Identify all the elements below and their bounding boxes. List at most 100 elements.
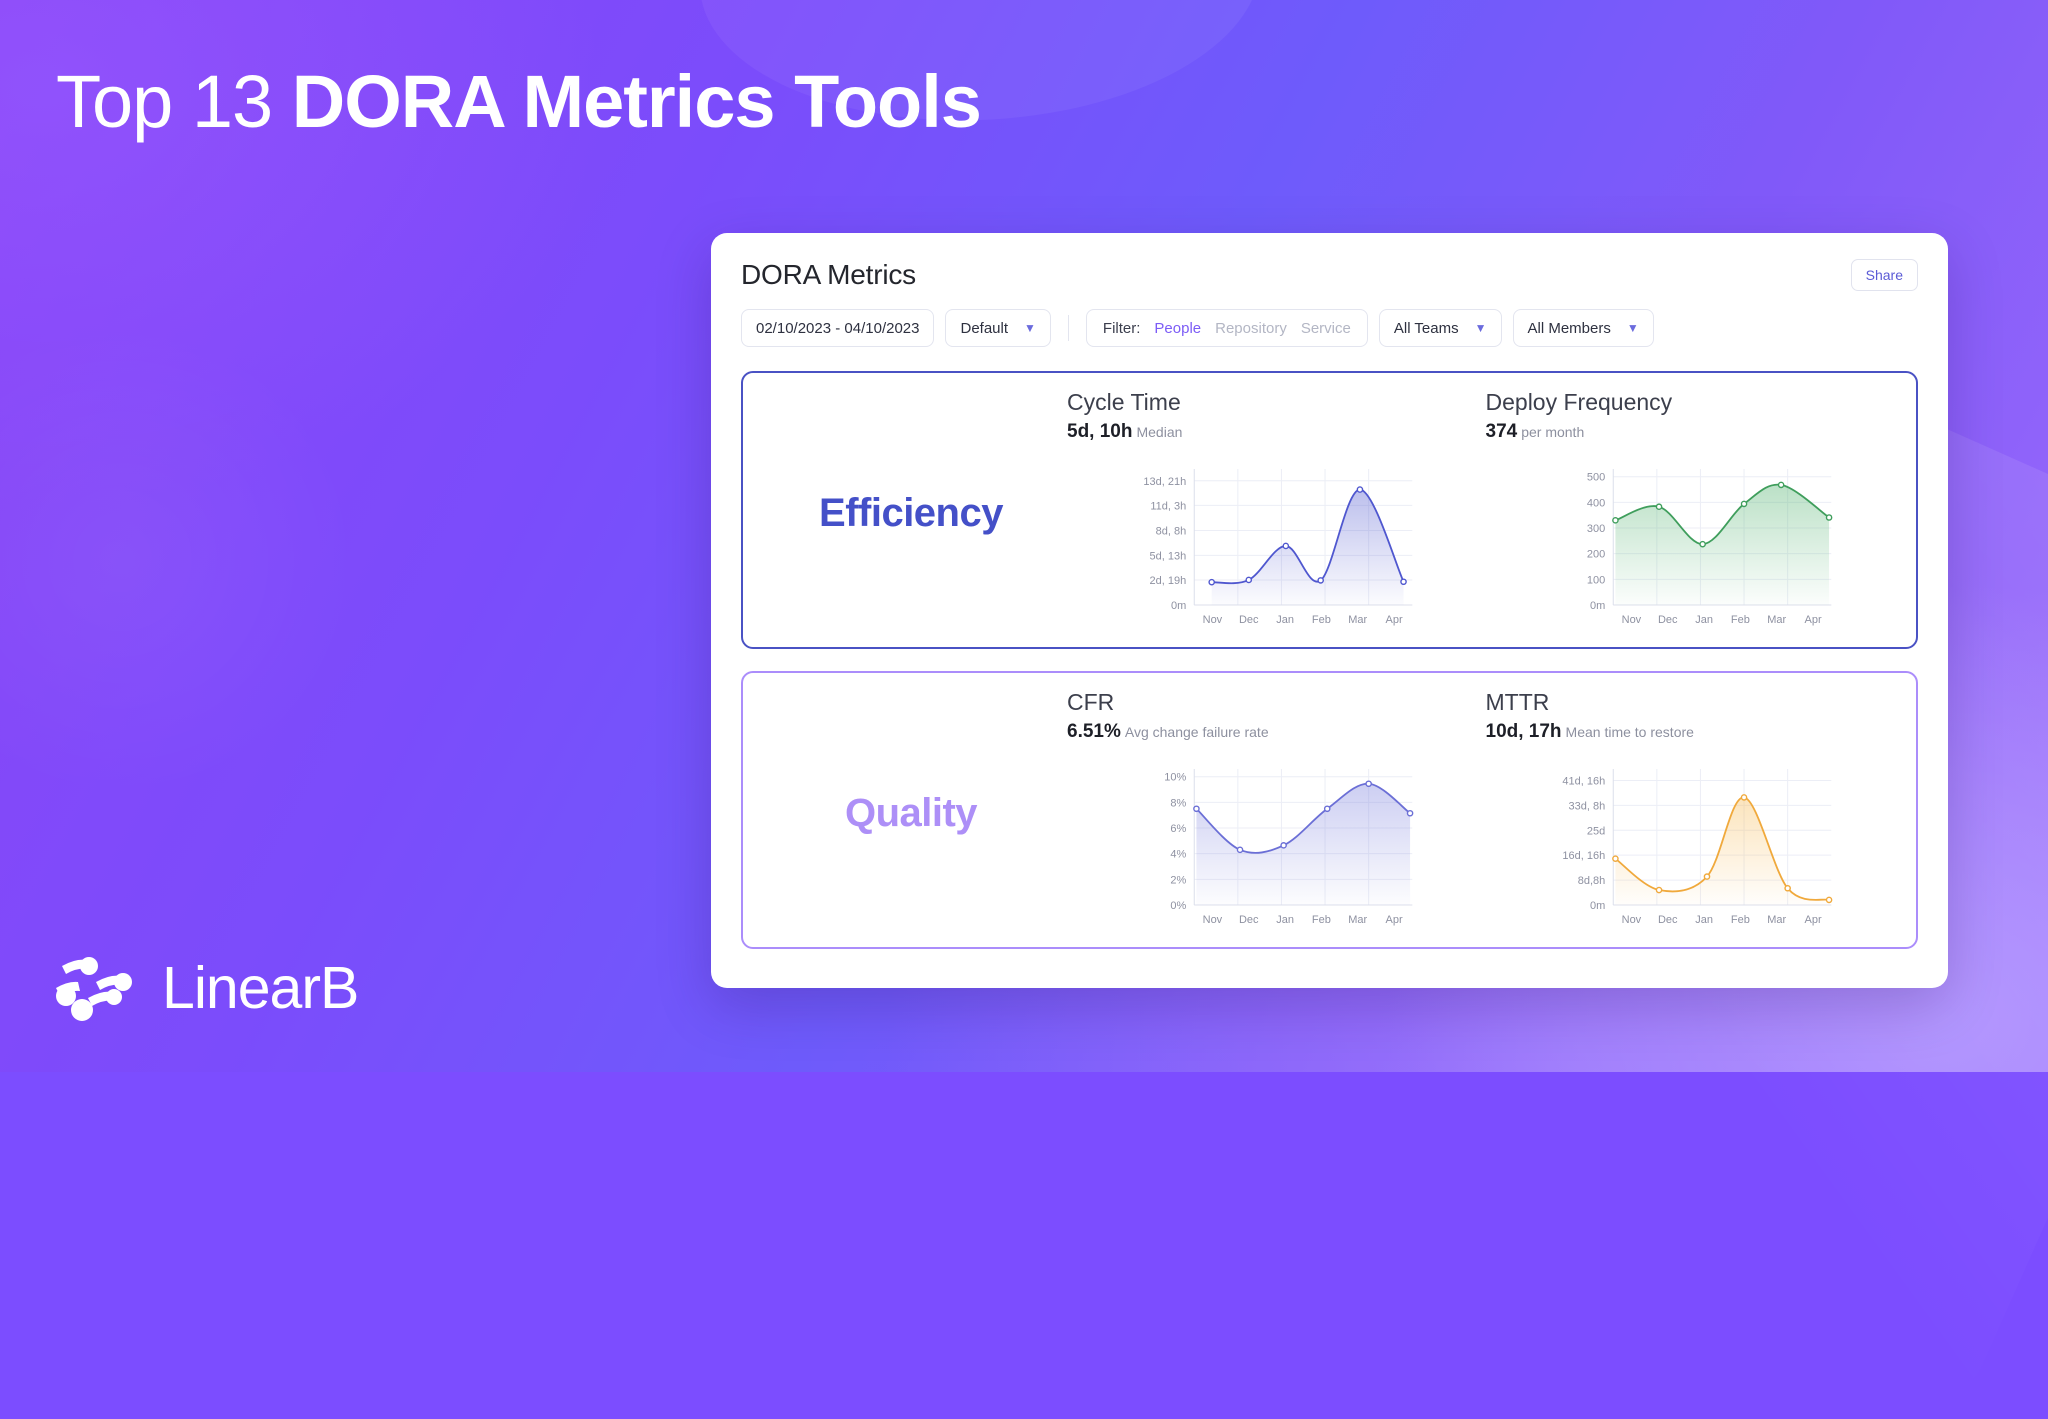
teams-dropdown-label: All Teams [1393, 319, 1459, 337]
svg-text:Jan: Jan [1276, 614, 1294, 626]
preset-dropdown-label: Default [960, 319, 1009, 337]
dora-metrics-panel: DORA Metrics Share 02/10/2023 - 04/10/20… [711, 233, 1948, 988]
svg-text:10%: 10% [1164, 772, 1186, 784]
svg-text:Feb: Feb [1312, 614, 1331, 626]
filter-option-service[interactable]: Service [1300, 319, 1351, 337]
chevron-down-icon: ▼ [1474, 321, 1487, 335]
metric-value: 10d, 17h [1485, 721, 1562, 742]
metric-summary: 6.51% Avg change failure rate [1067, 721, 1474, 743]
metric-title: Cycle Time [1067, 389, 1181, 415]
metric-summary: 5d, 10h Median [1067, 421, 1474, 443]
share-button[interactable]: Share [1850, 259, 1918, 291]
toolbar-divider [1067, 315, 1069, 341]
metric-title: CFR [1067, 689, 1115, 715]
linearb-logo-icon [56, 957, 132, 1021]
svg-text:25d: 25d [1586, 825, 1604, 837]
svg-text:0m: 0m [1589, 600, 1604, 612]
svg-text:2d, 19h: 2d, 19h [1150, 575, 1187, 587]
panel-title: DORA Metrics [741, 259, 916, 290]
svg-text:Nov: Nov [1621, 914, 1641, 926]
metric-deploy-frequency: Deploy Frequency 374 per month 0m 100 200 30… [1480, 389, 1899, 637]
svg-text:Apr: Apr [1386, 614, 1403, 626]
section-label-quality: Quality [844, 790, 978, 835]
metric-mttr: MTTR 10d, 17h Mean time to restore 0m 8d,8… [1480, 689, 1899, 937]
svg-text:Apr: Apr [1386, 914, 1403, 926]
metric-unit: per month [1521, 424, 1585, 440]
page-title-bold: DORA Metrics Tools [291, 60, 982, 143]
metric-unit: Avg change failure rate [1124, 724, 1269, 740]
svg-text:33d, 8h: 33d, 8h [1568, 800, 1605, 812]
metric-value: 6.51% [1067, 721, 1121, 742]
filter-option-people[interactable]: People [1154, 319, 1202, 337]
filter-toolbar: 02/10/2023 - 04/10/2023 Default ▼ Filter… [741, 309, 1918, 347]
chart-cycle-time[interactable]: 0m 2d, 19h 5d, 13h 8d, 8h 11d, 3h 13d, 21h Nov… [1067, 459, 1474, 631]
svg-text:Dec: Dec [1239, 614, 1259, 626]
svg-text:400: 400 [1586, 497, 1604, 509]
metric-value: 5d, 10h [1067, 421, 1133, 442]
section-label-efficiency: Efficiency [819, 490, 1003, 535]
svg-text:Dec: Dec [1657, 914, 1677, 926]
metric-title: MTTR [1485, 689, 1550, 715]
svg-text:Nov: Nov [1621, 614, 1641, 626]
chart-mttr[interactable]: 0m 8d,8h 16d, 16h 25d 33d, 8h 41d, 16h Nov Dec J… [1486, 759, 1893, 931]
filter-option-repository[interactable]: Repository [1215, 319, 1287, 337]
svg-text:Nov: Nov [1203, 914, 1223, 926]
svg-text:Apr: Apr [1804, 614, 1821, 626]
chevron-down-icon: ▼ [1626, 321, 1639, 335]
metric-sections: Efficiency Cycle Time 5d, 10h Median 0m 2d… [741, 371, 1918, 949]
decorative-shape-left [0, 300, 380, 820]
svg-text:0m: 0m [1589, 900, 1604, 912]
panel-header: DORA Metrics Share [741, 259, 1918, 291]
svg-text:200: 200 [1586, 549, 1604, 561]
svg-text:41d, 16h: 41d, 16h [1562, 775, 1605, 787]
svg-text:Dec: Dec [1239, 914, 1259, 926]
page-title-light: Top 13 [56, 60, 292, 143]
svg-text:2%: 2% [1170, 874, 1186, 886]
page-title: Top 13 DORA Metrics Tools [56, 60, 982, 143]
metric-value: 374 [1485, 421, 1518, 442]
svg-text:Feb: Feb [1730, 914, 1749, 926]
svg-text:Feb: Feb [1312, 914, 1331, 926]
svg-text:11d, 3h: 11d, 3h [1150, 500, 1186, 512]
section-quality: Quality CFR 6.51% Avg change failure rate… [741, 671, 1918, 949]
svg-text:Feb: Feb [1730, 614, 1749, 626]
efficiency-metrics: Cycle Time 5d, 10h Median 0m 2d, 19h 5d, 13… [1061, 389, 1898, 637]
svg-text:300: 300 [1586, 523, 1604, 535]
svg-text:100: 100 [1586, 574, 1604, 586]
chevron-down-icon: ▼ [1024, 321, 1036, 335]
date-range-input[interactable]: 02/10/2023 - 04/10/2023 [741, 309, 935, 347]
svg-text:Mar: Mar [1767, 614, 1786, 626]
filter-label: Filter: [1102, 319, 1141, 337]
preset-dropdown[interactable]: Default ▼ [945, 309, 1051, 347]
svg-text:8%: 8% [1170, 797, 1186, 809]
metric-title: Deploy Frequency [1485, 389, 1673, 415]
members-dropdown-label: All Members [1527, 319, 1611, 337]
svg-text:16d, 16h: 16d, 16h [1562, 850, 1605, 862]
metric-unit: Mean time to restore [1565, 724, 1694, 740]
brand-name: LinearB [162, 955, 359, 1021]
svg-text:Apr: Apr [1804, 914, 1821, 926]
metric-cfr: CFR 6.51% Avg change failure rate 0% 2% 4% 6… [1061, 689, 1480, 937]
svg-text:Jan: Jan [1695, 614, 1713, 626]
metric-summary: 374 per month [1486, 421, 1893, 443]
svg-text:Dec: Dec [1657, 614, 1677, 626]
members-dropdown[interactable]: All Members ▼ [1512, 309, 1654, 347]
svg-text:0m: 0m [1171, 600, 1186, 612]
metric-cycle-time: Cycle Time 5d, 10h Median 0m 2d, 19h 5d, 13… [1061, 389, 1480, 637]
svg-text:8d,8h: 8d,8h [1577, 875, 1605, 887]
svg-text:500: 500 [1586, 472, 1604, 484]
svg-text:0%: 0% [1170, 900, 1186, 912]
svg-text:Mar: Mar [1767, 914, 1786, 926]
filter-group: Filter: People Repository Service [1085, 309, 1368, 347]
teams-dropdown[interactable]: All Teams ▼ [1378, 309, 1502, 347]
chart-cfr[interactable]: 0% 2% 4% 6% 8% 10% Nov Dec Jan Feb Mar Apr [1067, 759, 1474, 931]
brand-logo: LinearB [52, 952, 359, 1024]
chart-deploy-frequency[interactable]: 0m 100 200 300 400 500 Nov Dec Jan Feb Mar Apr [1486, 459, 1893, 631]
svg-text:6%: 6% [1170, 823, 1186, 835]
svg-text:4%: 4% [1170, 849, 1186, 861]
section-efficiency: Efficiency Cycle Time 5d, 10h Median 0m 2d… [741, 371, 1918, 649]
quality-metrics: CFR 6.51% Avg change failure rate 0% 2% 4% 6… [1061, 689, 1898, 937]
metric-summary: 10d, 17h Mean time to restore [1486, 721, 1893, 743]
svg-text:5d, 13h: 5d, 13h [1150, 550, 1187, 562]
svg-text:Mar: Mar [1348, 914, 1367, 926]
